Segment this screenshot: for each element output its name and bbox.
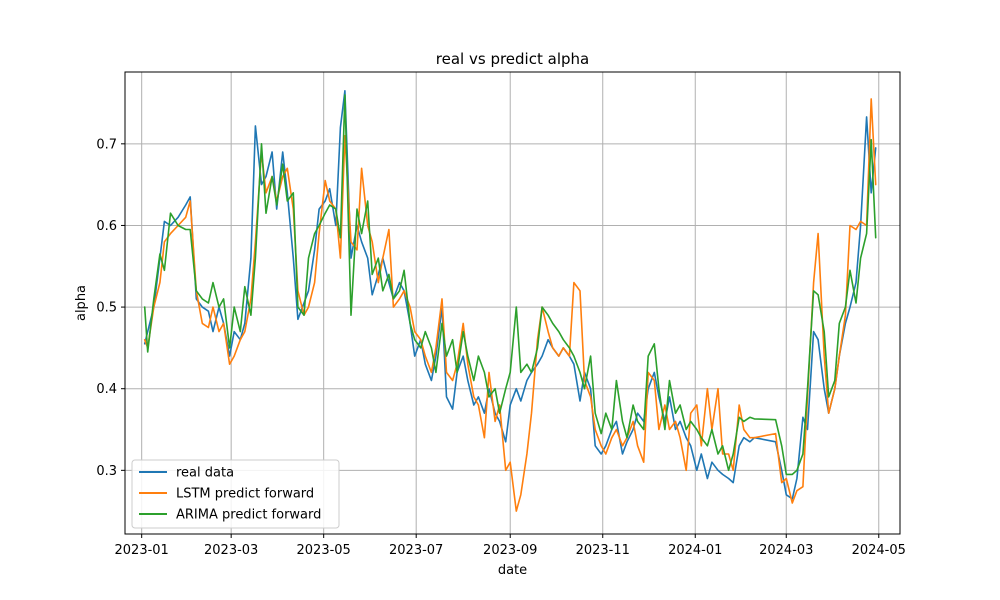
x-tick-label: 2024-03 [759, 543, 813, 558]
legend-label: LSTM predict forward [176, 487, 314, 502]
y-axis-label: alpha [74, 285, 89, 321]
legend-label: real data [176, 466, 234, 481]
y-tick-label: 0.7 [96, 137, 117, 152]
x-tick-label: 2023-05 [297, 543, 351, 558]
x-tick-label: 2023-03 [204, 543, 258, 558]
x-tick-label: 2024-05 [852, 543, 906, 558]
x-tick-label: 2023-07 [389, 543, 443, 558]
grid-lines [125, 72, 900, 534]
x-tick-label: 2023-09 [483, 543, 537, 558]
x-tick-label: 2023-01 [115, 543, 169, 558]
series-line-0 [143, 90, 877, 500]
y-tick-label: 0.6 [96, 219, 117, 234]
y-tick-label: 0.4 [96, 382, 117, 397]
y-axis-ticks: 0.3 0.4 0.5 0.6 0.7 [96, 137, 125, 479]
x-axis-label: date [498, 563, 527, 578]
series-line-1 [143, 98, 877, 512]
plot-frame [124, 71, 901, 535]
y-tick-label: 0.3 [96, 464, 117, 479]
y-tick-label: 0.5 [96, 301, 117, 316]
x-axis-ticks: 2023-01 2023-03 2023-05 2023-07 2023-09 2023-… [115, 534, 906, 558]
legend: real data LSTM predict forward ARIMA predi… [131, 459, 340, 529]
legend-box [131, 459, 340, 529]
x-tick-label: 2024-01 [668, 543, 722, 558]
series-lines [143, 90, 877, 512]
series-line-2 [143, 94, 877, 476]
x-tick-label: 2023-11 [576, 543, 630, 558]
chart-title: real vs predict alpha [436, 50, 589, 68]
legend-label: ARIMA predict forward [176, 508, 321, 523]
